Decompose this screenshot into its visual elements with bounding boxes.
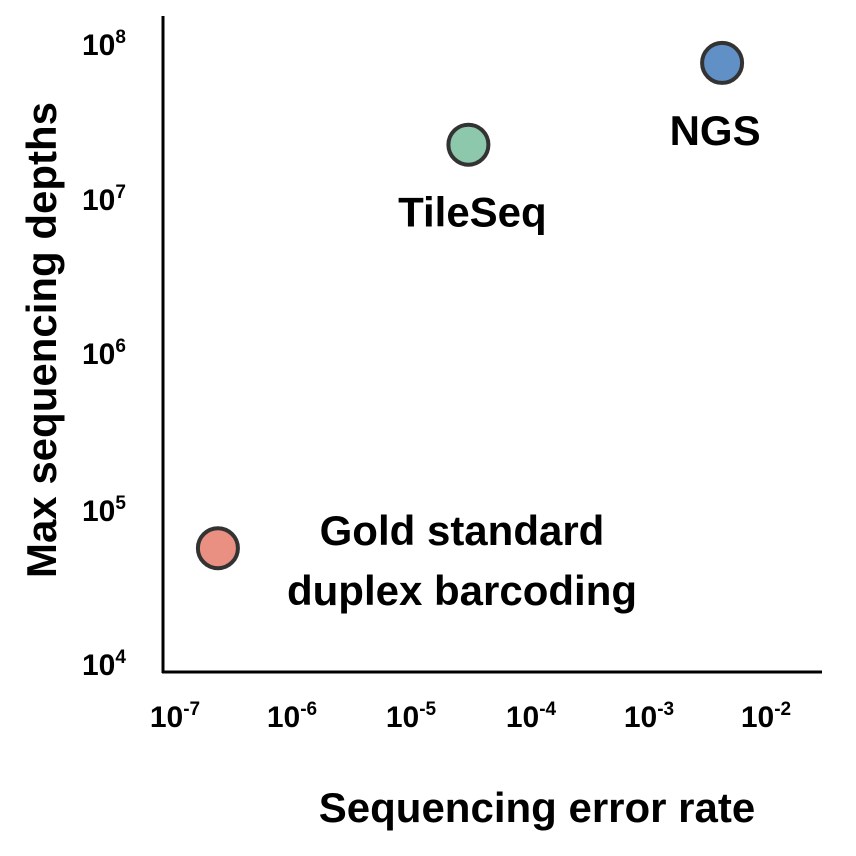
axes [161, 16, 822, 674]
x-tick-label: 10-7 [150, 699, 200, 734]
point-labels: NGS TileSeq Gold standard duplex barcoding [287, 107, 761, 614]
x-tick-label: 10-4 [506, 699, 557, 734]
x-axis-title: Sequencing error rate [319, 784, 755, 831]
y-tick-label: 107 [82, 182, 126, 217]
x-tick-label: 10-2 [741, 699, 791, 734]
data-point [700, 40, 745, 85]
point-label: TileSeq [398, 189, 547, 236]
y-tick-label: 108 [82, 27, 126, 62]
x-tick-label: 10-5 [386, 699, 437, 734]
point-label: Gold standard duplex barcoding [287, 507, 637, 614]
y-tick-label: 106 [82, 336, 126, 371]
y-tick-label: 104 [82, 647, 126, 682]
x-tick-label: 10-3 [624, 699, 674, 734]
data-points [195, 40, 745, 571]
y-axis-title: Max sequencing depths [18, 102, 65, 578]
data-point [195, 526, 240, 571]
y-tick-labels: 104 105 106 107 108 [82, 27, 126, 682]
point-label: NGS [670, 107, 761, 154]
x-tick-labels: 10-7 10-6 10-5 10-4 10-3 10-2 [150, 699, 791, 734]
x-tick-label: 10-6 [267, 699, 317, 734]
y-tick-label: 105 [82, 493, 126, 528]
data-point [446, 122, 491, 167]
